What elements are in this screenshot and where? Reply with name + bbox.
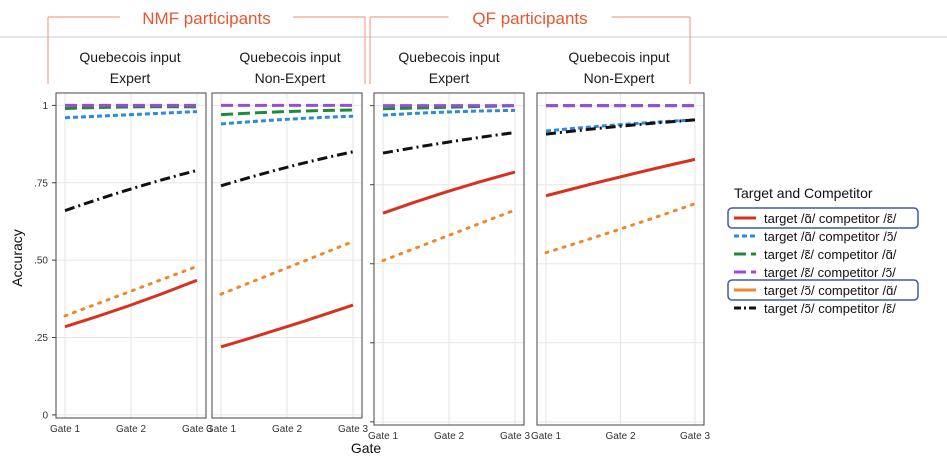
x-tick-label: Gate 2 <box>434 431 464 442</box>
panel-border <box>55 92 207 419</box>
x-tick-label: Gate 1 <box>368 431 398 442</box>
series-line <box>382 170 516 215</box>
facet-panels: Quebecois input Expert Gate 1 Gate 2 Gate 3 0… <box>34 49 710 442</box>
group-header: QF participants <box>369 9 691 84</box>
series-line <box>63 264 199 318</box>
series-line <box>545 118 696 136</box>
series-line <box>544 202 697 255</box>
y-axis-title: Accuracy <box>9 229 25 287</box>
series-line <box>219 240 355 296</box>
y-tick-label: .75 <box>34 178 48 189</box>
x-tick-label: Gate 3 <box>680 431 710 442</box>
y-tick-label: 1 <box>42 101 48 112</box>
legend-item: target /ɑ̃/ competitor /ɛ̃/ <box>727 207 919 229</box>
x-tick-label: Gate 3 <box>182 424 212 435</box>
x-axis-title: Gate <box>351 440 382 456</box>
legend-item: target /ɔ̃/ competitor /ɑ̃/ <box>727 279 919 301</box>
facet-panel: Quebecois input Expert Gate 1 Gate 2 Gate 3 <box>368 49 530 442</box>
legend-highlight-box <box>727 207 919 229</box>
panel-border <box>373 92 525 426</box>
legend-item: target /ɛ̃/ competitor /ɑ̃/ <box>734 247 897 262</box>
x-tick-label: Gate 2 <box>272 424 302 435</box>
participant-group-headers: NMF participants QF participants <box>0 9 947 84</box>
panel-border <box>211 92 363 419</box>
series-line <box>64 168 198 213</box>
x-tick-label: Gate 1 <box>531 431 561 442</box>
series-line <box>220 150 354 188</box>
x-tick-label: Gate 1 <box>206 424 236 435</box>
facet-strip-label: Quebecois input <box>79 49 180 65</box>
series-line <box>64 278 198 329</box>
facet-strip-label: Non-Expert <box>584 70 655 86</box>
legend-highlight-box <box>727 279 919 301</box>
legend-label: target /ɛ̃/ competitor /ɑ̃/ <box>764 247 897 262</box>
y-tick-label: 0 <box>42 410 48 421</box>
x-tick-label: Gate 2 <box>116 424 146 435</box>
facet-strip-label: Non-Expert <box>255 70 326 86</box>
facet-strip-label: Expert <box>110 70 151 86</box>
series-line <box>64 110 198 120</box>
legend: Target and Competitor target /ɑ̃/ compet… <box>727 185 919 316</box>
group-title: NMF participants <box>142 9 270 28</box>
facet-panel: Quebecois input Non-Expert Gate 1 Gate 2 Gat… <box>206 49 368 435</box>
group-header: NMF participants <box>47 9 366 84</box>
facet-strip-label: Expert <box>429 70 470 86</box>
facet-panel: Quebecois input Non-Expert Gate 1 Gate 2 Gat… <box>531 49 710 442</box>
legend-title: Target and Competitor <box>734 185 873 201</box>
series-line <box>382 131 516 155</box>
legend-item: target /ɛ̃/ competitor /ɔ̃/ <box>734 265 896 280</box>
panel-border <box>536 92 705 426</box>
x-tick-label: Gate 3 <box>500 431 530 442</box>
facet-strip-label: Quebecois input <box>239 49 340 65</box>
x-tick-label: Gate 1 <box>50 424 80 435</box>
legend-item: target /ɔ̃/ competitor /ɛ̃/ <box>734 301 896 316</box>
series-line <box>545 118 696 133</box>
x-tick-label: Gate 2 <box>605 431 635 442</box>
group-title: QF participants <box>472 9 587 28</box>
x-tick-label: Gate 3 <box>338 424 368 435</box>
facet-strip-label: Quebecois input <box>568 49 669 65</box>
y-tick-label: .50 <box>34 256 48 267</box>
series-line <box>220 303 354 349</box>
y-tick-label: .25 <box>34 333 48 344</box>
legend-label: target /ɑ̃/ competitor /ɛ̃/ <box>764 211 897 226</box>
facet-panel: Quebecois input Expert Gate 1 Gate 2 Gate 3 0… <box>34 49 212 435</box>
legend-label: target /ɔ̃/ competitor /ɑ̃/ <box>764 283 897 298</box>
legend-label: target /ɔ̃/ competitor /ɛ̃/ <box>764 301 896 316</box>
series-line <box>381 208 517 263</box>
legend-label: target /ɑ̃/ competitor /ɔ̃/ <box>764 229 897 244</box>
legend-item: target /ɑ̃/ competitor /ɔ̃/ <box>734 229 897 244</box>
series-line <box>545 157 696 198</box>
legend-label: target /ɛ̃/ competitor /ɔ̃/ <box>764 265 896 280</box>
series-line <box>382 108 516 117</box>
series-line <box>220 114 354 126</box>
facet-strip-label: Quebecois input <box>398 49 499 65</box>
